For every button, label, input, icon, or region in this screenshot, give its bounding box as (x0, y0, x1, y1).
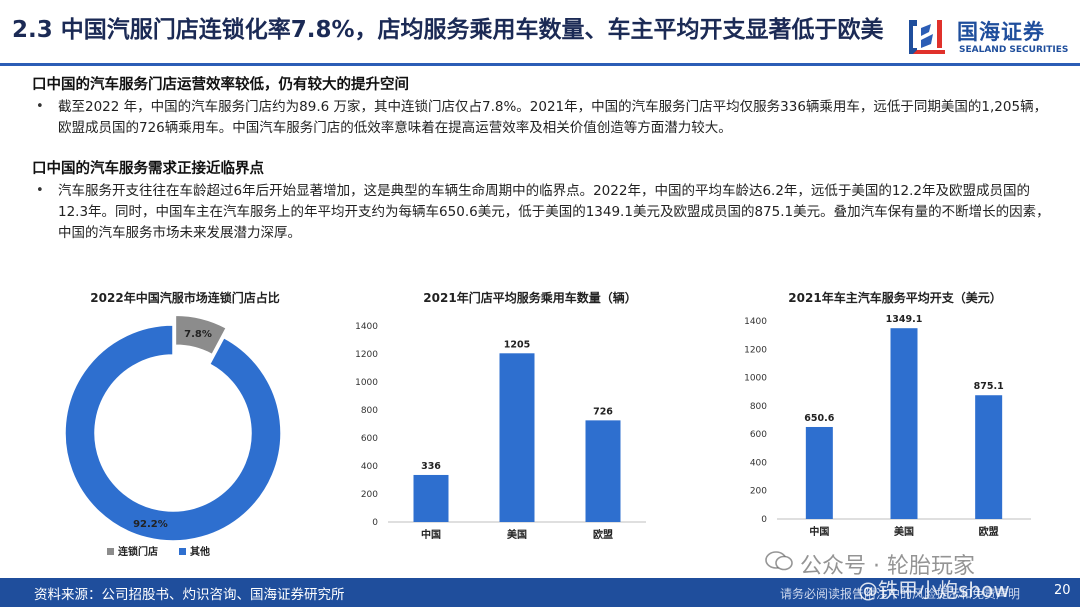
logo-chinese-text: 国海证券 (957, 20, 1045, 44)
source-note: 资料来源：公司招股书、灼识咨询、国海证券研究所 (34, 587, 345, 603)
page-title: 2.3 中国汽服门店连锁化率7.8%，店均服务乘用车数量、车主平均开支显著低于欧… (12, 17, 884, 43)
watermark-line2: @铁甲小炮show (858, 578, 1010, 602)
x-tick-label: 中国 (809, 525, 829, 538)
chart-title-chain-share: 2022年中国汽服市场连锁门店占比 (90, 291, 280, 305)
bar-1 (499, 353, 535, 522)
chart-title-cars-per-store: 2021年门店平均服务乘用车数量（辆） (423, 291, 637, 305)
donut-slice-other (64, 324, 282, 542)
x-tick-label: 欧盟 (593, 528, 613, 541)
bar-1 (890, 328, 918, 519)
legend-label: 连锁门店 (118, 545, 158, 558)
y-tick-label: 1000 (744, 374, 767, 384)
y-tick-label: 200 (361, 490, 378, 500)
donut-slice-chain (174, 314, 228, 356)
bar-2 (975, 395, 1003, 519)
bar-value-label: 336 (421, 461, 441, 472)
header-divider (0, 63, 1080, 66)
x-tick-label: 欧盟 (979, 525, 999, 538)
y-tick-label: 1200 (355, 350, 378, 360)
watermark-line1: 公众号 · 轮胎玩家 (800, 554, 975, 579)
bar-0 (805, 426, 833, 519)
bar-value-label: 1205 (504, 339, 530, 350)
y-tick-label: 600 (750, 430, 767, 440)
donut-value-label: 7.8% (184, 329, 212, 340)
y-tick-label: 200 (750, 487, 767, 497)
disclaimer-note: 请务必阅读报告附注中的风险提示和免责声明 (780, 587, 1021, 601)
logo-mark-icon (909, 20, 945, 54)
y-tick-label: 800 (361, 406, 378, 416)
chart-title-owner-spending: 2021年车主汽车服务平均开支（美元） (788, 291, 1002, 305)
bar-chart-cars-per-store: 0 200 400 600 800 1000 1200 1400 336 中国 1205 美国 726 欧… (355, 322, 646, 541)
y-tick-label: 1000 (355, 378, 378, 388)
logo-english-text: SEALAND SECURITIES (959, 45, 1069, 55)
section-heading-efficiency: 口中国的汽车服务门店运营效率较低，仍有较大的提升空间 (32, 77, 409, 93)
bar-2 (585, 420, 621, 522)
legend-swatch (107, 548, 114, 555)
y-tick-label: 0 (372, 518, 378, 528)
wechat-icon (765, 551, 793, 571)
y-tick-label: 400 (750, 458, 767, 468)
x-tick-label: 中国 (421, 528, 441, 541)
y-tick-label: 600 (361, 434, 378, 444)
bar-value-label: 1349.1 (886, 314, 923, 325)
legend-swatch (179, 548, 186, 555)
bar-chart-owner-spending: 0 200 400 600 800 1000 1200 1400 650.6 中国 1349.1 美国… (744, 314, 1031, 538)
bullet-marker: • (36, 99, 44, 114)
y-tick-label: 800 (750, 402, 767, 412)
page-number: 20 (1054, 583, 1071, 598)
bar-value-label: 650.6 (804, 413, 834, 424)
y-tick-label: 0 (761, 515, 767, 525)
bar-0 (413, 474, 449, 522)
bullet-marker: • (36, 183, 44, 198)
company-logo: 国海证券 SEALAND SECURITIES (905, 14, 1075, 60)
x-tick-label: 美国 (507, 528, 527, 541)
y-tick-label: 1400 (744, 317, 767, 327)
paragraph-efficiency: 截至2022 年，中国的汽车服务门店约为89.6 万家，其中连锁门店仅占7.8%… (58, 99, 1048, 136)
bar-value-label: 726 (593, 406, 613, 417)
donut-value-label: 92.2% (133, 519, 168, 530)
legend-label: 其他 (190, 545, 210, 558)
watermark-text: 公众号 · 轮胎玩家 (800, 548, 975, 580)
y-tick-label: 400 (361, 462, 378, 472)
bar-value-label: 875.1 (974, 381, 1004, 392)
x-tick-label: 美国 (894, 525, 914, 538)
section-heading-demand: 口中国的汽车服务需求正接近临界点 (32, 161, 264, 177)
paragraph-demand: 汽车服务开支往往在车龄超过6年后开始显著增加，这是典型的车辆生命周期中的临界点。… (58, 183, 1050, 241)
donut-chart-chain-share: 7.8% 92.2% 连锁门店 其他 (64, 314, 282, 558)
y-tick-label: 1200 (744, 345, 767, 355)
footer-bar: 资料来源：公司招股书、灼识咨询、国海证券研究所 请务必阅读报告附注中的风险提示和… (0, 578, 1080, 607)
y-tick-label: 1400 (355, 322, 378, 332)
